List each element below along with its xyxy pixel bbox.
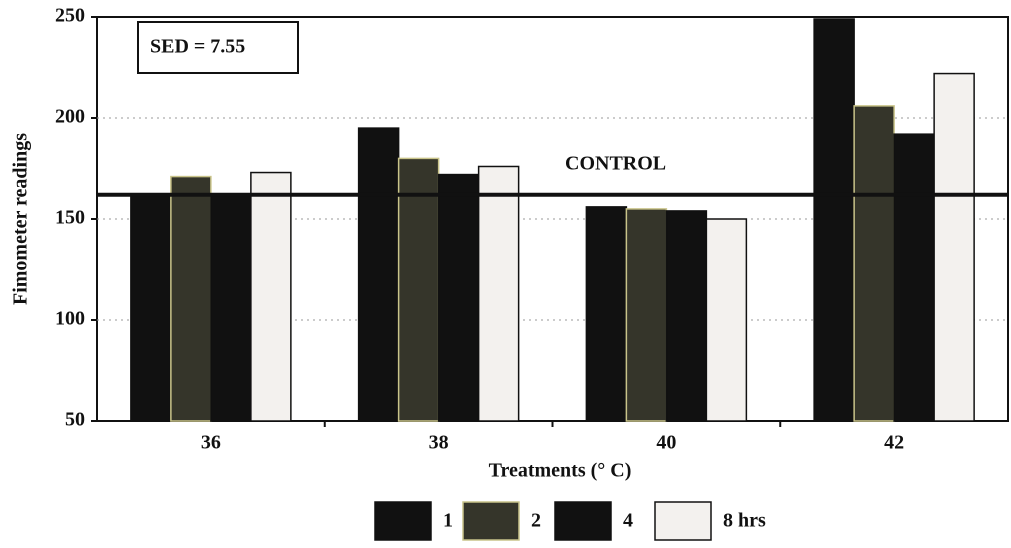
bar [665,210,708,422]
legend-label: 8 hrs [723,510,766,532]
bar [250,171,292,422]
legend-swatch [374,501,432,541]
y-tick-label: 50 [65,409,85,431]
legend-label: 4 [623,510,633,532]
bar [477,165,520,422]
y-tick-label: 250 [55,5,85,27]
bar [130,194,172,422]
control-label: CONTROL [565,152,666,174]
y-axis-label: Fimometer readings [10,133,32,305]
bar [705,218,748,422]
x-tick-label: 42 [884,432,904,454]
bar [397,157,440,422]
bar [585,206,628,422]
legend-swatch [554,501,612,541]
bar [437,173,480,422]
x-axis-label: Treatments (° C) [489,460,632,482]
y-tick-label: 200 [55,106,85,128]
bar [210,194,252,422]
annotation: SED = 7.55 [150,36,245,58]
x-tick-label: 38 [429,432,449,454]
bar [933,72,975,422]
bar [625,208,668,422]
legend-swatch [654,501,712,541]
legend-swatch [462,501,520,541]
bar [170,175,212,422]
bar [853,105,895,422]
bar [813,18,855,422]
legend-label: 1 [443,510,453,532]
y-tick-label: 100 [55,308,85,330]
legend-label: 2 [531,510,541,532]
annotation-box [137,21,299,74]
x-tick-label: 36 [201,432,221,454]
bar [893,133,935,422]
x-tick-label: 40 [656,432,676,454]
bar [357,127,400,422]
y-tick-label: 150 [55,207,85,229]
